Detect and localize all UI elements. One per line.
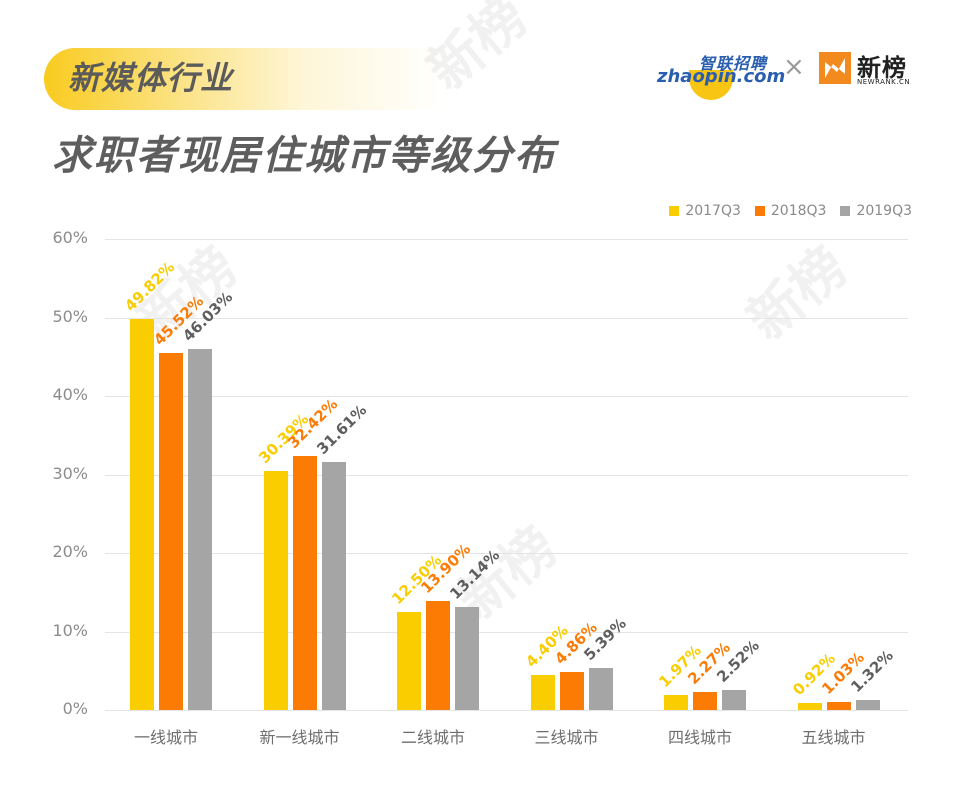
y-tick-label: 30% — [52, 463, 88, 483]
legend-swatch — [840, 206, 851, 216]
bar-2017q3 — [397, 611, 421, 710]
bar-2019q3 — [855, 699, 880, 710]
gridline — [105, 631, 908, 633]
gridline — [105, 239, 908, 240]
chart-legend: 2017Q3 2018Q3 2019Q3 — [669, 203, 912, 219]
bar-2017q3 — [530, 675, 555, 710]
partner-logos: 智联招聘 zhaopin.com × 新榜 NEWRANK.CN — [655, 48, 915, 100]
x-category-label: 四线城市 — [667, 728, 732, 747]
gridline — [105, 474, 908, 476]
legend-label: 2017Q3 — [685, 203, 741, 219]
x-category-label: 新一线城市 — [259, 728, 340, 747]
zhaopin-logo: 智联招聘 zhaopin.com — [655, 50, 785, 100]
bar-2019q3 — [188, 348, 212, 710]
gridline — [105, 396, 908, 397]
bar-2017q3 — [797, 702, 822, 710]
gridline — [105, 317, 908, 319]
legend-swatch — [754, 206, 765, 216]
bar-2018q3 — [826, 701, 851, 710]
bar-2017q3 — [130, 318, 154, 710]
bar-2017q3 — [664, 694, 688, 710]
y-tick-label: 50% — [52, 306, 88, 326]
bar-2019q3 — [722, 690, 746, 710]
bar-2018q3 — [159, 352, 183, 710]
y-tick-label: 0% — [62, 699, 88, 718]
y-tick-label: 20% — [52, 542, 88, 561]
legend-item-2017q3: 2017Q3 — [669, 203, 741, 219]
bar-2018q3 — [693, 692, 717, 710]
newrank-logo-cn: 新榜 — [857, 54, 907, 82]
x-category-label: 一线城市 — [133, 728, 198, 747]
y-tick-label: 10% — [52, 620, 88, 640]
newrank-logo-icon — [819, 52, 851, 84]
legend-label: 2019Q3 — [856, 203, 912, 219]
industry-tag: 新媒体行业 — [68, 59, 234, 97]
x-category-label: 二线城市 — [400, 728, 465, 747]
bar-2018q3 — [292, 455, 317, 710]
bar-2019q3 — [588, 667, 613, 710]
gridline — [105, 710, 908, 711]
gridline — [105, 553, 908, 554]
bar-2019q3 — [321, 461, 346, 710]
chart-title: 求职者现居住城市等级分布 — [52, 133, 556, 179]
y-tick-label: 60% — [52, 228, 88, 247]
x-category-label: 五线城市 — [801, 728, 866, 747]
legend-label: 2018Q3 — [770, 203, 827, 219]
bar-2018q3 — [559, 671, 584, 710]
y-tick-label: 40% — [52, 385, 88, 404]
collab-separator-icon: × — [783, 52, 805, 82]
bar-2019q3 — [455, 606, 479, 710]
value-label: 49.82% — [121, 257, 179, 315]
x-category-label: 三线城市 — [534, 728, 599, 747]
industry-tag-background — [44, 48, 444, 110]
zhaopin-logo-cn: 智联招聘 — [699, 54, 768, 73]
newrank-logo-en: NEWRANK.CN — [857, 78, 911, 86]
legend-swatch — [669, 206, 680, 216]
bar-2017q3 — [263, 471, 288, 710]
legend-item-2018q3: 2018Q3 — [754, 203, 827, 219]
bar-2018q3 — [426, 600, 450, 710]
zhaopin-logo-en: zhaopin.com — [657, 66, 786, 87]
legend-item-2019q3: 2019Q3 — [840, 203, 912, 219]
